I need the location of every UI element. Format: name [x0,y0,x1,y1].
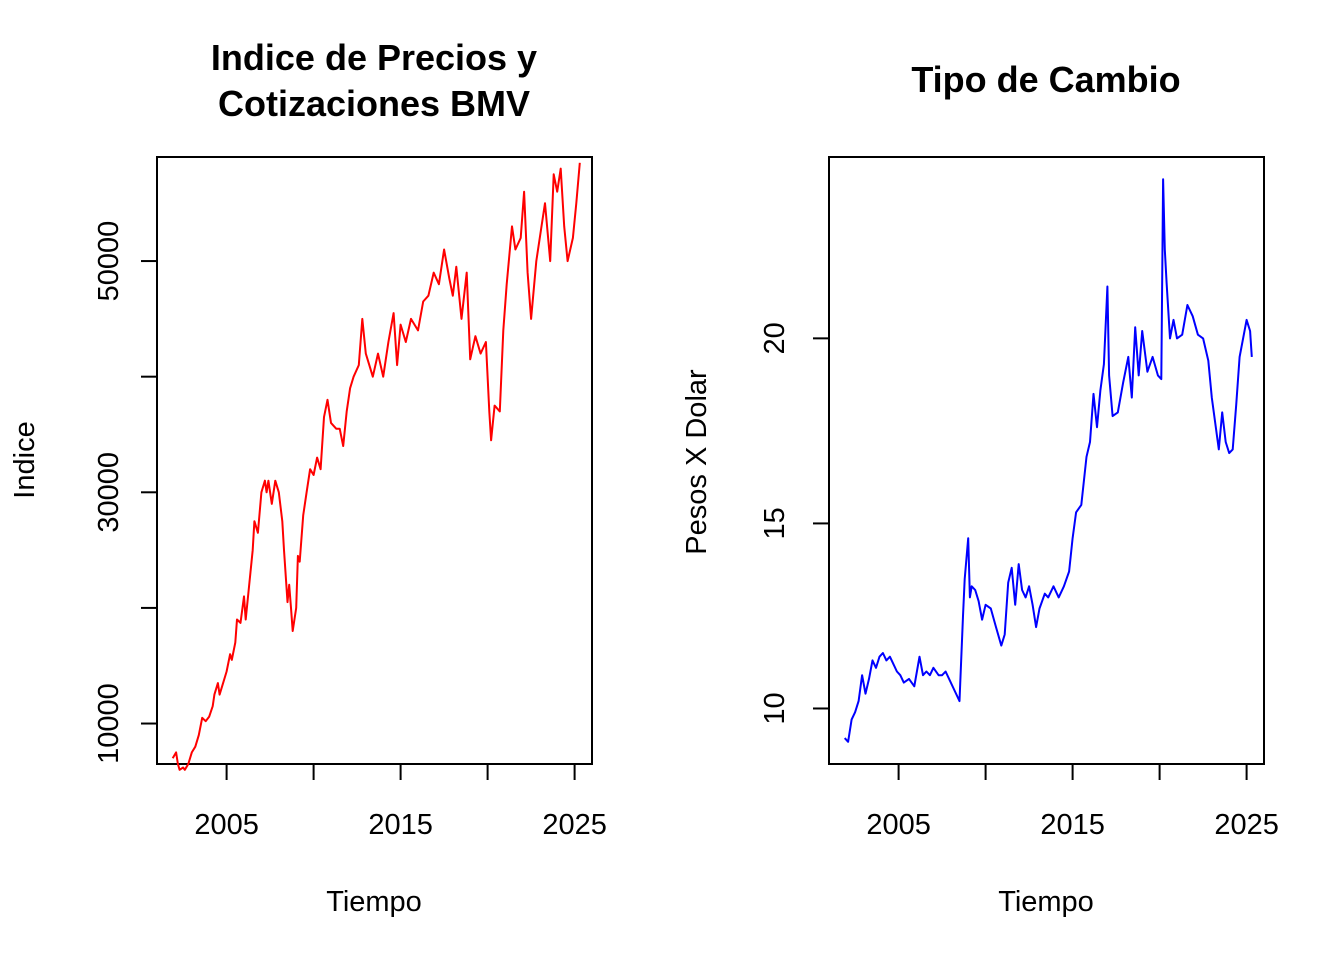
y-axis-label: Indice [9,421,41,498]
y-axis-label: Pesos X Dolar [681,369,713,555]
x-tick-label: 2025 [542,809,607,841]
y-tick-label: 15 [759,507,791,539]
y-tick-label: 30000 [93,452,125,533]
y-tick-label: 20 [759,322,791,354]
chart-title-line: Cotizaciones BMV [218,83,530,124]
chart-title-line: Indice de Precios y [211,37,537,78]
chart-title-line: Tipo de Cambio [911,59,1180,100]
plot-frame [828,156,1265,765]
y-tick-label: 10 [759,692,791,724]
series-line [843,178,1253,743]
chart-tipo-de-cambio: Tipo de Cambio 2005 2015 2025 10 15 20 Tiempo Pe… [681,59,1279,918]
x-tick-label: 2005 [866,809,931,841]
x-axis-label: Tiempo [326,886,422,918]
x-tick-label: 2025 [1214,809,1279,841]
chart-indice-bmv: Indice de Precios y Cotizaciones BMV 2005 2… [9,37,607,918]
y-tick-label: 10000 [93,683,125,764]
series-line [171,162,581,771]
x-tick-label: 2015 [368,809,433,841]
x-axis-label: Tiempo [998,886,1094,918]
x-tick-label: 2005 [194,809,259,841]
x-tick-label: 2015 [1040,809,1105,841]
plot-frame [156,156,593,765]
y-tick-label: 50000 [93,221,125,302]
